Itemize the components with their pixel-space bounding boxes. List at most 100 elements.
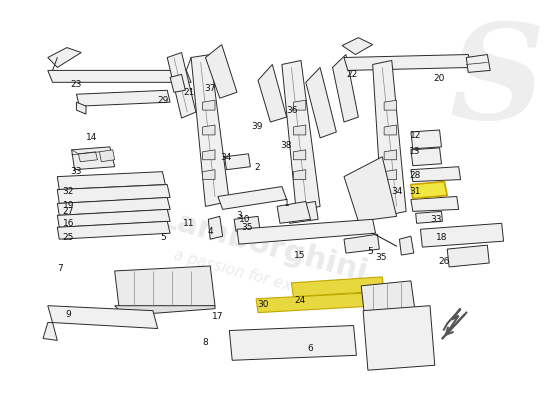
Polygon shape	[57, 198, 170, 215]
Polygon shape	[237, 219, 376, 244]
Text: 34: 34	[391, 187, 403, 196]
Polygon shape	[206, 44, 237, 98]
Polygon shape	[234, 216, 260, 231]
Polygon shape	[218, 186, 287, 209]
Polygon shape	[384, 150, 397, 160]
Polygon shape	[411, 130, 442, 149]
Polygon shape	[258, 64, 287, 122]
Text: 15: 15	[294, 250, 305, 260]
Polygon shape	[373, 60, 406, 216]
Polygon shape	[202, 170, 215, 180]
Polygon shape	[191, 54, 229, 206]
Polygon shape	[399, 236, 414, 255]
Polygon shape	[48, 70, 191, 82]
Polygon shape	[229, 326, 356, 360]
Polygon shape	[114, 266, 215, 311]
Polygon shape	[76, 90, 170, 106]
Polygon shape	[43, 322, 57, 340]
Polygon shape	[170, 74, 185, 92]
Polygon shape	[411, 196, 459, 211]
Polygon shape	[57, 209, 170, 227]
Polygon shape	[76, 102, 86, 114]
Text: 25: 25	[63, 233, 74, 242]
Text: 5: 5	[367, 246, 373, 256]
Polygon shape	[342, 38, 373, 54]
Polygon shape	[167, 52, 196, 118]
Text: a passion for excellence: a passion for excellence	[172, 248, 354, 310]
Polygon shape	[277, 202, 311, 223]
Text: 17: 17	[212, 312, 224, 321]
Polygon shape	[333, 54, 359, 122]
Polygon shape	[100, 150, 114, 162]
Polygon shape	[293, 125, 306, 135]
Polygon shape	[208, 216, 223, 239]
Polygon shape	[293, 100, 306, 110]
Text: 19: 19	[63, 201, 74, 210]
Text: 35: 35	[375, 252, 387, 262]
Polygon shape	[416, 211, 442, 223]
Polygon shape	[447, 245, 490, 267]
Text: 35: 35	[241, 223, 253, 232]
Text: 10: 10	[239, 215, 250, 224]
Text: 14: 14	[86, 134, 98, 142]
Text: 22: 22	[346, 70, 358, 79]
Polygon shape	[361, 281, 416, 320]
Polygon shape	[256, 291, 414, 313]
Text: 12: 12	[410, 132, 421, 140]
Polygon shape	[202, 125, 215, 135]
Polygon shape	[344, 234, 380, 253]
Text: 29: 29	[157, 96, 169, 105]
Text: 7: 7	[58, 264, 63, 274]
Polygon shape	[344, 157, 397, 221]
Polygon shape	[57, 221, 170, 239]
Polygon shape	[114, 306, 215, 316]
Polygon shape	[384, 170, 397, 180]
Text: 24: 24	[294, 296, 305, 305]
Polygon shape	[411, 167, 460, 182]
Text: 2: 2	[255, 163, 260, 172]
Text: 23: 23	[70, 80, 82, 89]
Text: Lamborghini: Lamborghini	[155, 204, 371, 288]
Text: 37: 37	[205, 84, 216, 93]
Text: 5: 5	[160, 233, 166, 242]
Text: 33: 33	[70, 167, 82, 176]
Polygon shape	[293, 170, 306, 180]
Text: 4: 4	[207, 227, 213, 236]
Polygon shape	[306, 68, 337, 138]
Text: 3: 3	[236, 211, 242, 220]
Text: 985: 985	[371, 286, 413, 306]
Text: 39: 39	[252, 122, 263, 130]
Polygon shape	[411, 182, 447, 198]
Text: 36: 36	[286, 106, 298, 115]
Text: 27: 27	[63, 207, 74, 216]
Polygon shape	[224, 154, 250, 170]
Polygon shape	[384, 125, 397, 135]
Text: 20: 20	[433, 74, 444, 83]
Text: 16: 16	[63, 219, 74, 228]
Polygon shape	[384, 100, 397, 110]
Text: 13: 13	[409, 147, 421, 156]
Polygon shape	[57, 184, 170, 204]
Polygon shape	[282, 60, 320, 211]
Polygon shape	[48, 306, 158, 328]
Polygon shape	[363, 306, 435, 370]
Text: 21: 21	[184, 88, 195, 97]
Polygon shape	[293, 150, 306, 160]
Polygon shape	[466, 54, 490, 72]
Text: 1: 1	[284, 199, 289, 208]
Polygon shape	[78, 152, 97, 162]
Text: 31: 31	[409, 187, 421, 196]
Text: 38: 38	[280, 141, 292, 150]
Text: 32: 32	[63, 187, 74, 196]
Polygon shape	[202, 150, 215, 160]
Text: 11: 11	[184, 219, 195, 228]
Text: 6: 6	[307, 344, 313, 353]
Text: 9: 9	[65, 310, 71, 319]
Text: 30: 30	[257, 300, 268, 309]
Text: 18: 18	[436, 233, 447, 242]
Text: S: S	[449, 18, 544, 147]
Polygon shape	[57, 172, 166, 190]
Text: 26: 26	[438, 256, 450, 266]
Polygon shape	[411, 148, 442, 166]
Polygon shape	[287, 202, 318, 223]
